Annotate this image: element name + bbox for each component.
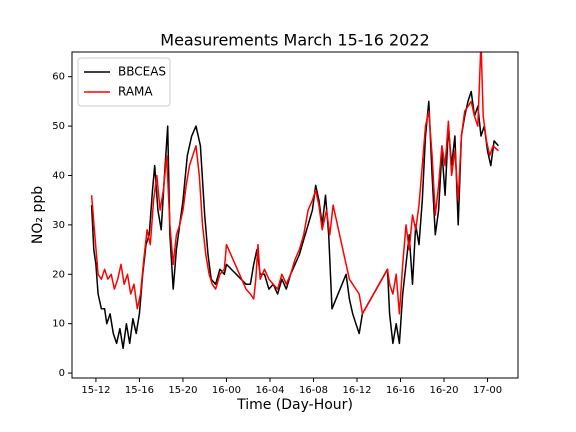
x-tick-label: 15-20 [168, 385, 197, 396]
series-line [90, 52, 499, 315]
chart-title: Measurements March 15-16 2022 [160, 31, 429, 50]
x-tick-label: 16-20 [429, 385, 458, 396]
x-tick-label: 16-12 [342, 385, 371, 396]
y-tick-label: 0 [59, 368, 65, 379]
y-tick-label: 40 [52, 170, 65, 181]
x-tick-label: 16-04 [255, 385, 284, 396]
x-tick-label: 15-16 [125, 385, 154, 396]
x-tick-label: 16-08 [299, 385, 328, 396]
x-tick-label: 17-00 [473, 385, 502, 396]
x-axis-label: Time (Day-Hour) [236, 397, 353, 413]
plot-lines [90, 52, 499, 350]
x-tick-label: 16-16 [386, 385, 415, 396]
y-tick-label: 10 [52, 319, 65, 330]
legend-label: BBCEAS [118, 65, 166, 79]
x-tick-label: 16-00 [212, 385, 241, 396]
y-tick-label: 20 [52, 269, 65, 280]
y-axis-label: NO₂ ppb [30, 186, 46, 244]
y-tick-label: 60 [52, 72, 65, 83]
plot-frame [71, 51, 519, 379]
y-tick-label: 50 [52, 121, 65, 132]
y-tick-label: 30 [52, 220, 65, 231]
legend-label: RAMA [118, 85, 153, 99]
legend-box [77, 57, 171, 107]
x-tick-label: 15-12 [81, 385, 110, 396]
